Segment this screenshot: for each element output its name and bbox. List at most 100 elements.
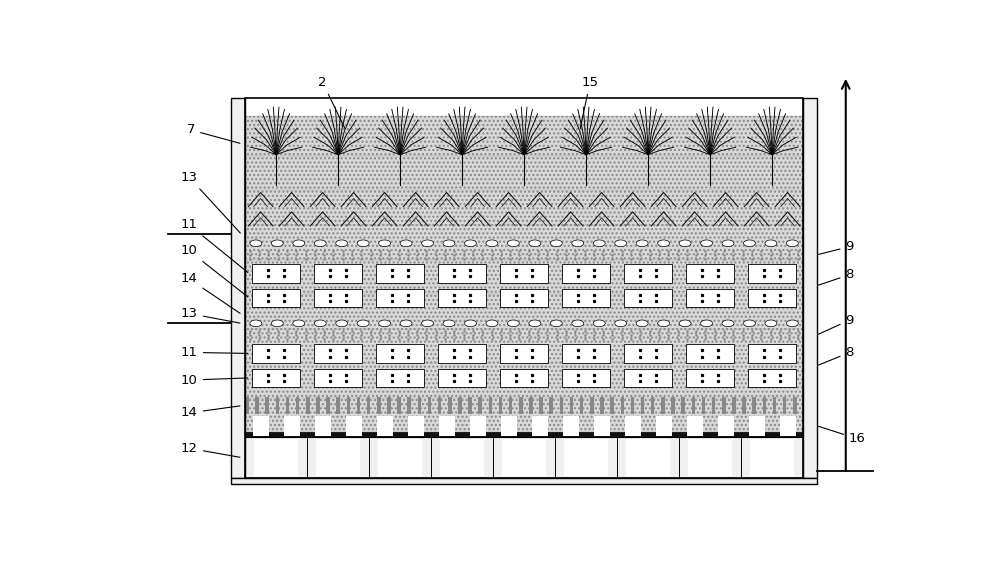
- Bar: [621, 397, 624, 415]
- Bar: [314, 369, 362, 387]
- Bar: [276, 397, 279, 415]
- Bar: [478, 397, 482, 415]
- Bar: [519, 397, 523, 415]
- Circle shape: [379, 320, 391, 327]
- Circle shape: [422, 320, 434, 327]
- Bar: [562, 344, 610, 363]
- Circle shape: [786, 240, 798, 247]
- Bar: [286, 397, 289, 415]
- Bar: [752, 397, 756, 415]
- Bar: [255, 397, 259, 415]
- Bar: [763, 397, 766, 415]
- Bar: [793, 397, 797, 415]
- Text: 7: 7: [187, 123, 240, 143]
- Bar: [408, 416, 424, 435]
- Bar: [245, 390, 803, 393]
- Circle shape: [744, 240, 755, 247]
- Bar: [418, 397, 421, 415]
- Text: 14: 14: [181, 273, 240, 314]
- Bar: [688, 439, 732, 476]
- Circle shape: [507, 320, 519, 327]
- Bar: [500, 264, 548, 283]
- Bar: [438, 397, 441, 415]
- Bar: [458, 397, 462, 415]
- Bar: [252, 344, 300, 363]
- Bar: [397, 397, 401, 415]
- Bar: [407, 397, 411, 415]
- Bar: [564, 439, 608, 476]
- Bar: [549, 397, 553, 415]
- Bar: [509, 397, 512, 415]
- Bar: [245, 395, 803, 397]
- Bar: [560, 397, 563, 415]
- Bar: [631, 397, 634, 415]
- Bar: [624, 369, 672, 387]
- Bar: [378, 439, 422, 476]
- Bar: [661, 397, 665, 415]
- Circle shape: [701, 320, 713, 327]
- Bar: [562, 369, 610, 387]
- Circle shape: [336, 320, 348, 327]
- Bar: [749, 416, 765, 435]
- Bar: [265, 397, 269, 415]
- Bar: [438, 344, 486, 363]
- Text: 13: 13: [181, 307, 240, 323]
- Bar: [245, 236, 803, 238]
- Circle shape: [572, 320, 584, 327]
- Bar: [532, 416, 548, 435]
- Bar: [702, 397, 705, 415]
- Bar: [252, 264, 300, 283]
- Bar: [245, 98, 803, 190]
- Bar: [562, 264, 610, 283]
- Circle shape: [314, 240, 326, 247]
- Bar: [500, 369, 548, 387]
- Text: 2: 2: [318, 76, 345, 128]
- Circle shape: [465, 320, 476, 327]
- Bar: [245, 310, 803, 313]
- Bar: [316, 439, 360, 476]
- Bar: [748, 264, 796, 283]
- Bar: [231, 98, 245, 478]
- Text: 10: 10: [181, 245, 248, 297]
- Bar: [686, 344, 734, 363]
- Circle shape: [507, 240, 519, 247]
- Bar: [245, 393, 803, 395]
- Bar: [357, 397, 360, 415]
- Bar: [501, 416, 517, 435]
- Text: 16: 16: [818, 426, 866, 445]
- Bar: [468, 397, 472, 415]
- Bar: [326, 397, 330, 415]
- Bar: [314, 344, 362, 363]
- Bar: [245, 254, 803, 294]
- Bar: [438, 264, 486, 283]
- Bar: [440, 439, 484, 476]
- Bar: [245, 397, 803, 415]
- Bar: [376, 344, 424, 363]
- Circle shape: [486, 320, 498, 327]
- Circle shape: [271, 240, 283, 247]
- Bar: [500, 344, 548, 363]
- Bar: [315, 416, 331, 435]
- Bar: [625, 416, 641, 435]
- Bar: [539, 397, 543, 415]
- Circle shape: [293, 320, 305, 327]
- Bar: [347, 397, 350, 415]
- Circle shape: [593, 320, 605, 327]
- Circle shape: [443, 240, 455, 247]
- Bar: [252, 369, 300, 387]
- Bar: [254, 439, 298, 476]
- Circle shape: [293, 240, 305, 247]
- Bar: [448, 397, 452, 415]
- Bar: [346, 416, 362, 435]
- Bar: [245, 185, 803, 225]
- Bar: [529, 397, 533, 415]
- Bar: [253, 416, 269, 435]
- Bar: [314, 264, 362, 283]
- Circle shape: [615, 320, 627, 327]
- Bar: [245, 230, 803, 233]
- Circle shape: [357, 240, 369, 247]
- Bar: [306, 397, 310, 415]
- Bar: [231, 478, 817, 484]
- Circle shape: [636, 240, 648, 247]
- Bar: [377, 397, 381, 415]
